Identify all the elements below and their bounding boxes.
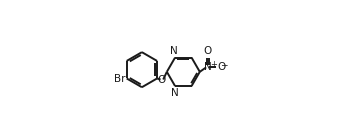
Text: O: O xyxy=(203,46,212,56)
Text: O: O xyxy=(218,62,226,71)
Text: N: N xyxy=(171,88,178,98)
Text: +: + xyxy=(210,60,217,69)
Text: N: N xyxy=(203,62,211,71)
Text: N: N xyxy=(170,46,178,56)
Text: −: − xyxy=(220,60,228,69)
Text: O: O xyxy=(158,75,166,84)
Text: Br: Br xyxy=(114,74,126,84)
